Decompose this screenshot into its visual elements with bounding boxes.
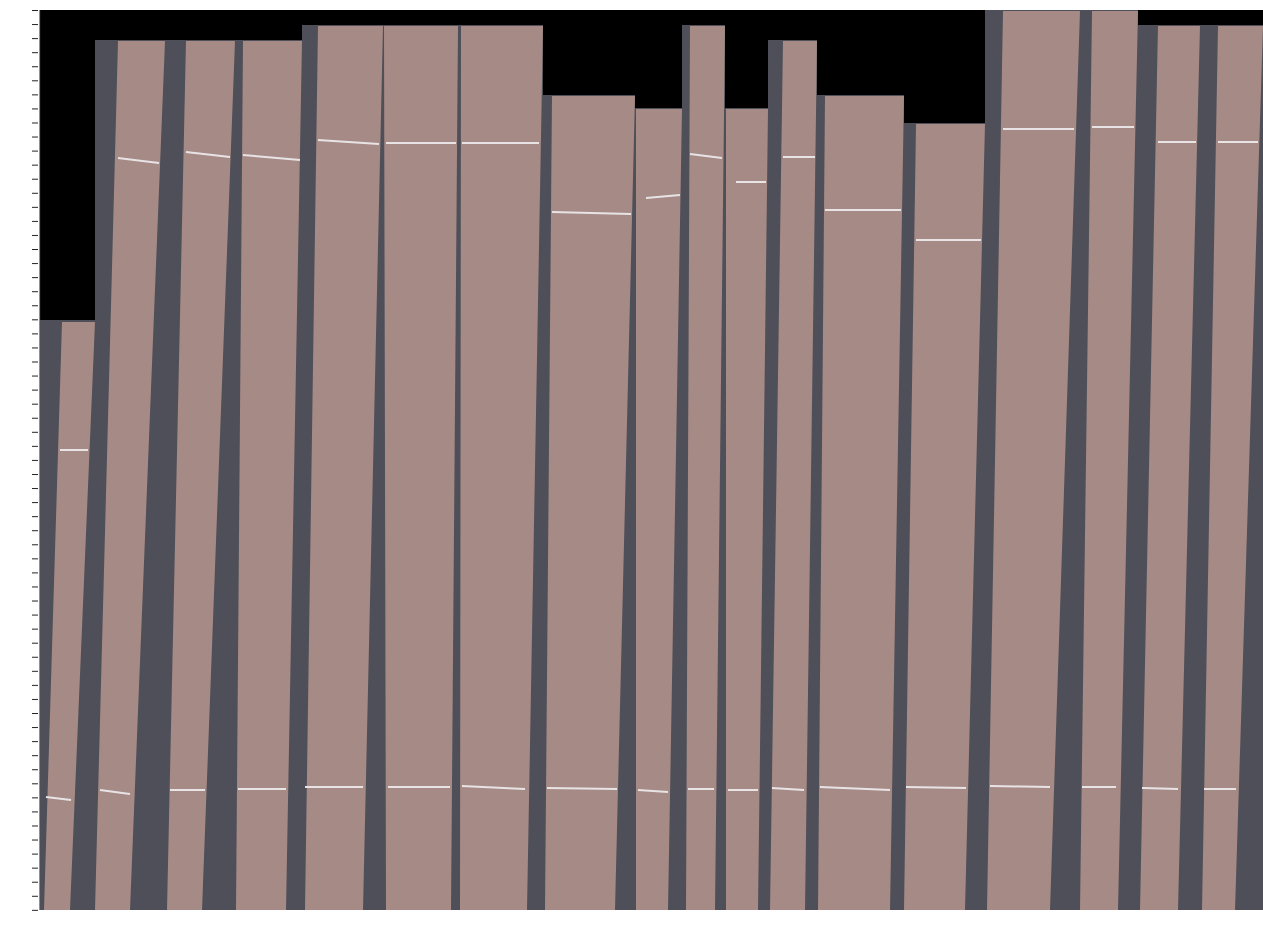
tape-lines [45, 126, 1258, 801]
ruler-ticks [32, 10, 40, 911]
veneer-strips [44, 11, 1263, 910]
